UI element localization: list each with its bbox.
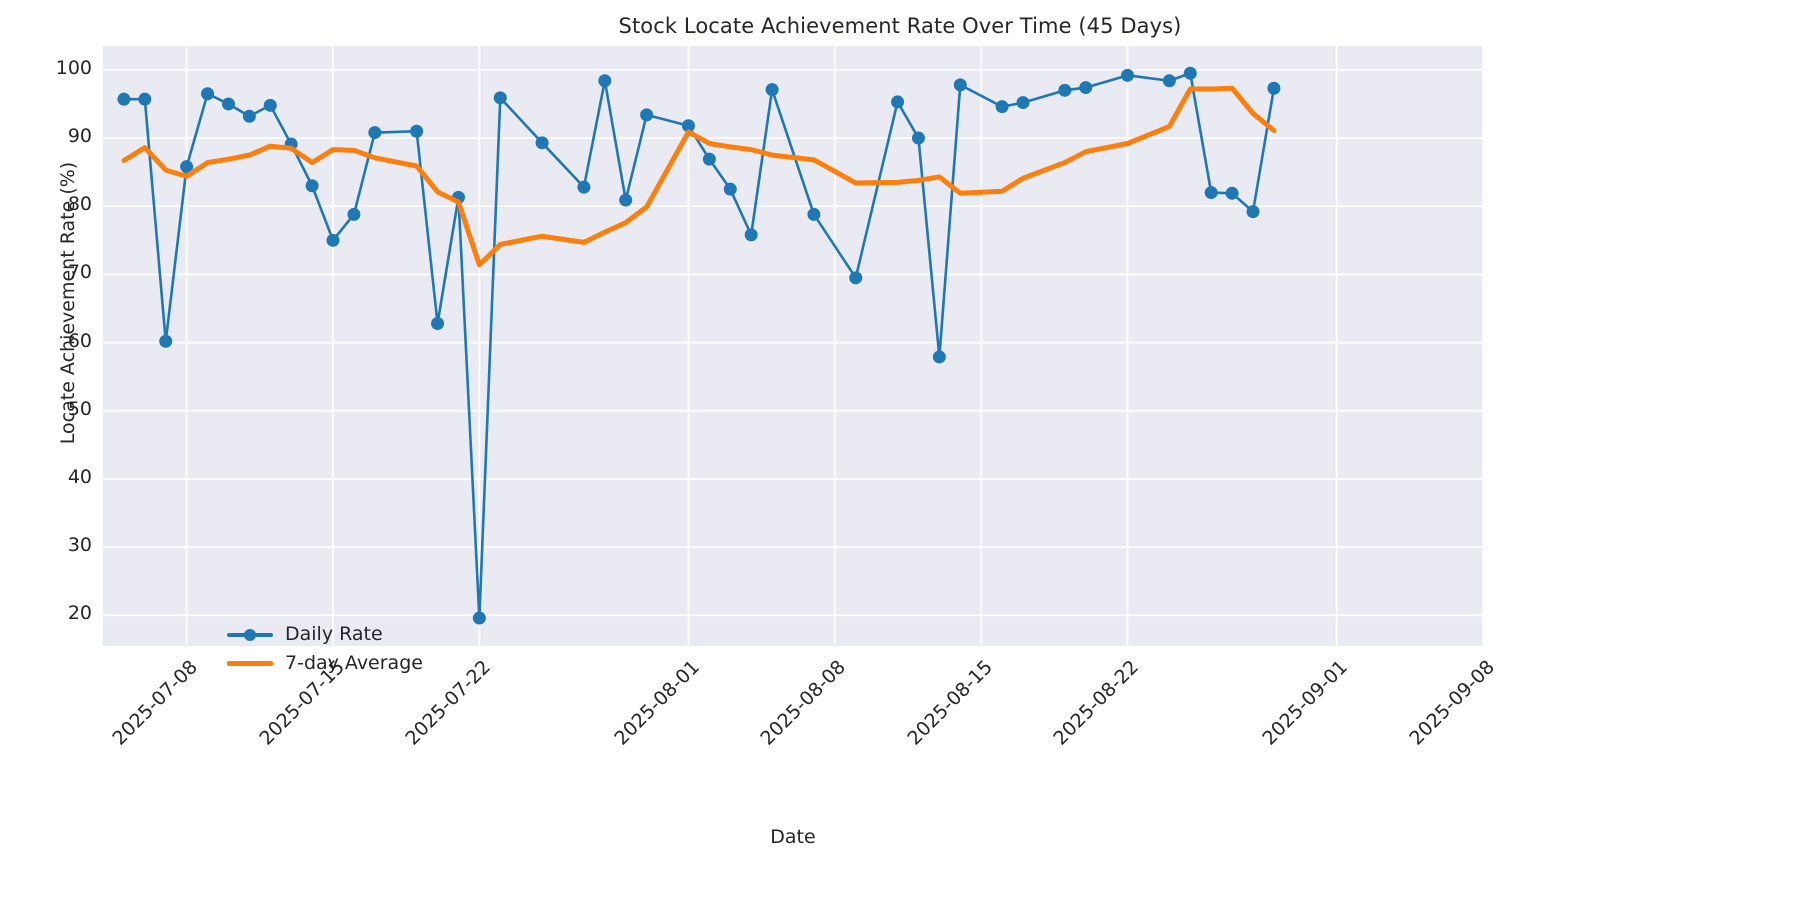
data-point-marker[interactable] [368,126,382,140]
x-axis-tick-label: 2025-08-22 [1049,656,1144,750]
data-point-marker[interactable] [431,317,445,330]
data-point-marker[interactable] [807,207,821,221]
y-axis-tick-label: 40 [67,465,92,488]
x-axis-label: Date [770,826,816,848]
data-point-marker[interactable] [326,233,340,247]
y-axis-label: Locate Achievement Rate (%) [57,161,79,445]
y-axis-tick-label: 30 [67,534,92,557]
data-point-marker[interactable] [702,152,716,166]
data-point-marker[interactable] [1246,205,1260,219]
data-point-marker[interactable] [1121,68,1135,82]
legend-swatch-daily-rate [227,625,273,645]
data-point-marker[interactable] [201,87,215,101]
x-axis-tick-label: 2025-08-15 [903,656,997,750]
data-point-marker[interactable] [891,95,905,109]
data-point-marker[interactable] [849,271,863,285]
data-point-marker[interactable] [577,180,591,194]
chart-legend: Daily Rate 7-day Average [221,616,429,682]
data-point-marker[interactable] [1162,74,1176,88]
y-axis-tick-label: 50 [67,397,92,420]
x-axis-tick-label: 2025-08-08 [756,656,851,750]
data-point-marker[interactable] [911,131,925,145]
y-axis-tick-label: 60 [67,329,92,352]
data-point-marker[interactable] [305,179,319,193]
data-point-marker[interactable] [138,92,152,106]
data-point-marker[interactable] [535,136,549,150]
data-point-marker[interactable] [242,109,256,123]
legend-label-7-day-average: 7-day Average [285,652,423,674]
data-point-marker[interactable] [1079,81,1093,95]
chart-title: Stock Locate Achievement Rate Over Time … [618,14,1182,38]
x-axis-tick-label: 2025-09-01 [1258,656,1353,750]
data-point-marker[interactable] [932,350,946,364]
x-axis-tick-label: 2025-07-08 [108,656,203,750]
data-point-marker[interactable] [1225,186,1239,200]
legend-swatch-7-day-average [227,654,273,674]
y-axis-tick-label: 80 [67,193,92,216]
data-point-marker[interactable] [472,611,486,625]
grid-lines [103,46,1483,646]
legend-marker-daily-rate [244,628,256,641]
data-point-marker[interactable] [953,78,967,92]
x-axis-tick-label: 2025-08-01 [610,656,705,750]
series-layer [117,66,1281,625]
data-point-marker[interactable] [347,207,361,221]
data-point-marker[interactable] [1267,81,1281,95]
data-point-marker[interactable] [159,334,173,348]
data-point-marker[interactable] [744,228,758,242]
legend-item-7-day-average[interactable]: 7-day Average [227,649,423,678]
plot-svg [103,46,1483,646]
data-point-marker[interactable] [1058,83,1072,97]
data-point-marker[interactable] [995,100,1009,114]
data-point-marker[interactable] [493,91,507,105]
y-axis-tick-label: 20 [67,602,92,625]
data-point-marker[interactable] [221,97,235,111]
series-line-7-day-average [121,85,1277,268]
data-point-marker[interactable] [619,193,633,207]
data-point-marker[interactable] [1183,66,1197,80]
legend-line-7-day-average [227,660,273,666]
data-point-marker[interactable] [598,74,612,88]
data-point-marker[interactable] [180,160,194,174]
legend-item-daily-rate[interactable]: Daily Rate [227,620,423,649]
legend-label-daily-rate: Daily Rate [285,623,383,645]
data-point-marker[interactable] [1016,96,1030,110]
data-point-marker[interactable] [263,98,277,112]
plot-area: Daily Rate 7-day Average [103,46,1483,673]
y-axis-tick-label: 100 [55,56,92,79]
data-point-marker[interactable] [1204,186,1218,200]
data-point-marker[interactable] [640,108,654,122]
y-axis-tick-label: 90 [67,125,92,148]
x-axis-tick-label: 2025-09-08 [1404,656,1499,750]
data-point-marker[interactable] [765,83,779,97]
data-point-marker[interactable] [117,92,131,106]
data-point-marker[interactable] [410,124,424,138]
series-line-daily-rate [122,71,1276,620]
y-axis-tick-label: 70 [67,261,92,284]
data-point-marker[interactable] [681,119,695,133]
data-point-marker[interactable] [723,182,737,196]
